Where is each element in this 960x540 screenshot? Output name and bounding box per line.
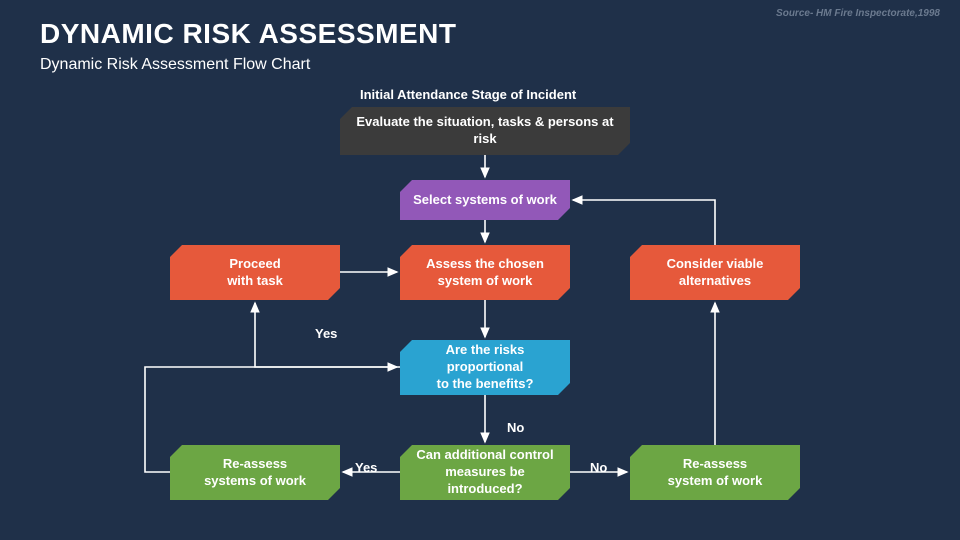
node-select: Select systems of work — [400, 180, 570, 220]
node-reassess1: Re-assess systems of work — [170, 445, 340, 500]
node-label: Evaluate the situation, tasks & persons … — [350, 114, 620, 148]
node-risks: Are the risks proportional to the benefi… — [400, 340, 570, 395]
source-attribution: Source- HM Fire Inspectorate,1998 — [776, 8, 940, 19]
edge-label-no1: No — [507, 420, 524, 435]
page-subtitle: Dynamic Risk Assessment Flow Chart — [40, 56, 310, 74]
node-additional: Can additional control measures be intro… — [400, 445, 570, 500]
node-label: Are the risks proportional to the benefi… — [410, 342, 560, 393]
node-evaluate: Evaluate the situation, tasks & persons … — [340, 107, 630, 155]
node-consider: Consider viable alternatives — [630, 245, 800, 300]
node-label: Can additional control measures be intro… — [410, 447, 560, 498]
node-reassess2: Re-assess system of work — [630, 445, 800, 500]
edge-label-no2: No — [590, 460, 607, 475]
edge-label-yes1: Yes — [315, 326, 337, 341]
node-label: Select systems of work — [413, 192, 557, 209]
page-title: DYNAMIC RISK ASSESSMENT — [40, 18, 457, 50]
node-label: Re-assess system of work — [668, 456, 763, 490]
node-proceed: Proceed with task — [170, 245, 340, 300]
node-assess: Assess the chosen system of work — [400, 245, 570, 300]
node-label: Re-assess systems of work — [204, 456, 306, 490]
stage-label: Initial Attendance Stage of Incident — [360, 87, 576, 102]
node-label: Consider viable alternatives — [667, 256, 764, 290]
edge-label-yes2: Yes — [355, 460, 377, 475]
node-label: Assess the chosen system of work — [426, 256, 544, 290]
node-label: Proceed with task — [227, 256, 283, 290]
